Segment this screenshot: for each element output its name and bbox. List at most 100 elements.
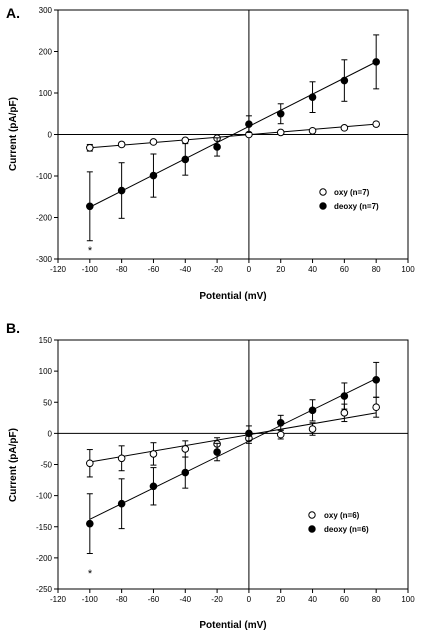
deoxy-data-point (308, 93, 317, 101)
x-tick-label: -60 (148, 265, 160, 274)
oxy-data-point (86, 143, 94, 152)
oxy-fit-line (89, 123, 377, 149)
y-tick-label: -100 (36, 492, 53, 501)
panel-b-y-ticks: -250 -200 -150 -100 -50 0 50 100 150 (36, 336, 58, 594)
panel-a-legend-deoxy-marker (319, 202, 327, 210)
deoxy-data-point (276, 418, 285, 427)
panel-a-label: A. (6, 5, 20, 21)
panel-b-legend-deoxy-marker (308, 525, 316, 533)
panel-b-frame (57, 339, 409, 590)
deoxy-fit-line (89, 61, 377, 208)
y-tick-label: 150 (39, 336, 53, 345)
panel-a-legend-oxy-label: oxy (n=7) (334, 188, 370, 197)
panel-a-plot-area (86, 34, 380, 242)
panel-b-significance-asterisk: * (88, 568, 93, 580)
panel-a-legend: oxy (n=7) deoxy (n=7) (319, 188, 379, 211)
x-tick-label: -100 (82, 595, 99, 604)
deoxy-data-point (308, 406, 317, 415)
deoxy-data-point (276, 109, 285, 118)
deoxy-data-point (86, 519, 94, 528)
deoxy-data-point (213, 143, 221, 151)
panel-b: B. -120 -100 -80 -60 -40 -20 0 20 40 60 80 100 -250… (6, 320, 415, 631)
oxy-data-point (117, 454, 126, 463)
deoxy-data-point (372, 58, 380, 66)
x-tick-label: 100 (401, 265, 415, 274)
x-tick-label: 60 (340, 595, 349, 604)
y-tick-label: 0 (48, 429, 53, 438)
oxy-data-point (340, 124, 349, 132)
oxy-data-point (149, 138, 158, 146)
deoxy-data-point (340, 392, 349, 400)
oxy-data-point (276, 430, 285, 439)
x-tick-label: -40 (179, 265, 191, 274)
panel-b-label: B. (6, 320, 20, 336)
deoxy-data-point (117, 499, 126, 508)
deoxy-data-point (245, 120, 253, 128)
deoxy-data-point (181, 155, 190, 164)
deoxy-data-point (340, 76, 349, 85)
panel-a-x-axis-label: Potential (mV) (199, 291, 266, 302)
panel-b-y-axis-label: Current (pA/pF) (8, 428, 19, 502)
y-tick-label: -200 (36, 214, 53, 223)
panel-b-x-axis-label: Potential (mV) (199, 620, 266, 631)
deoxy-data-point (213, 448, 221, 456)
deoxy-fit-line (89, 378, 377, 520)
deoxy-data-point (372, 376, 380, 384)
oxy-data-point (181, 136, 190, 145)
x-tick-label: 0 (247, 595, 252, 604)
y-tick-label: -150 (36, 523, 53, 532)
x-tick-label: 40 (308, 265, 317, 274)
oxy-data-point (149, 450, 158, 458)
y-tick-label: -300 (36, 255, 53, 264)
y-tick-label: -100 (36, 172, 53, 181)
panel-b-legend-oxy-label: oxy (n=6) (324, 511, 360, 520)
oxy-data-point (308, 425, 317, 433)
y-tick-label: -50 (40, 461, 52, 470)
x-tick-label: -20 (211, 595, 223, 604)
y-tick-label: 100 (39, 89, 53, 98)
y-tick-label: 300 (39, 6, 53, 15)
oxy-data-point (372, 403, 380, 412)
x-tick-label: -100 (82, 265, 99, 274)
panel-a-legend-deoxy-label: deoxy (n=7) (334, 202, 379, 211)
deoxy-data-point (86, 202, 94, 211)
panel-b-plot-area (86, 361, 380, 555)
oxy-data-point (86, 459, 94, 468)
x-tick-label: -120 (50, 265, 67, 274)
oxy-data-point (117, 140, 126, 149)
y-tick-label: 50 (43, 398, 52, 407)
y-tick-label: 0 (48, 131, 53, 140)
x-tick-label: 0 (247, 265, 252, 274)
deoxy-data-point (117, 186, 126, 195)
panel-a: A. -120 -100 -80 -60 -40 -20 0 20 40 60 80 100 -300… (6, 5, 415, 302)
panel-b-legend: oxy (n=6) deoxy (n=6) (308, 511, 369, 534)
x-tick-label: -120 (50, 595, 67, 604)
panel-a-significance-asterisk: * (88, 245, 93, 257)
y-tick-label: -200 (36, 554, 53, 563)
x-tick-label: 60 (340, 265, 349, 274)
deoxy-data-point (181, 468, 190, 477)
x-tick-label: -80 (116, 595, 128, 604)
oxy-fit-line (89, 412, 377, 463)
x-tick-label: -40 (179, 595, 191, 604)
panel-b-legend-deoxy-label: deoxy (n=6) (324, 525, 369, 534)
oxy-data-point (340, 409, 349, 417)
x-tick-label: 80 (372, 265, 381, 274)
panel-a-legend-oxy-marker (319, 188, 327, 196)
panel-b-legend-oxy-marker (308, 511, 316, 519)
y-tick-label: -250 (36, 585, 53, 594)
x-tick-label: 20 (276, 265, 285, 274)
y-tick-label: 200 (39, 48, 53, 57)
deoxy-data-point (245, 429, 253, 438)
x-tick-label: -20 (211, 265, 223, 274)
deoxy-data-point (149, 482, 158, 491)
x-tick-label: -60 (148, 595, 160, 604)
panel-a-y-ticks: -300 -200 -100 0 100 200 300 (36, 6, 58, 264)
deoxy-data-point (149, 171, 158, 180)
x-tick-label: 20 (276, 595, 285, 604)
x-tick-label: 40 (308, 595, 317, 604)
panel-a-x-ticks: -120 -100 -80 -60 -40 -20 0 20 40 60 80 100 (50, 259, 415, 274)
x-tick-label: 80 (372, 595, 381, 604)
x-tick-label: -80 (116, 265, 128, 274)
